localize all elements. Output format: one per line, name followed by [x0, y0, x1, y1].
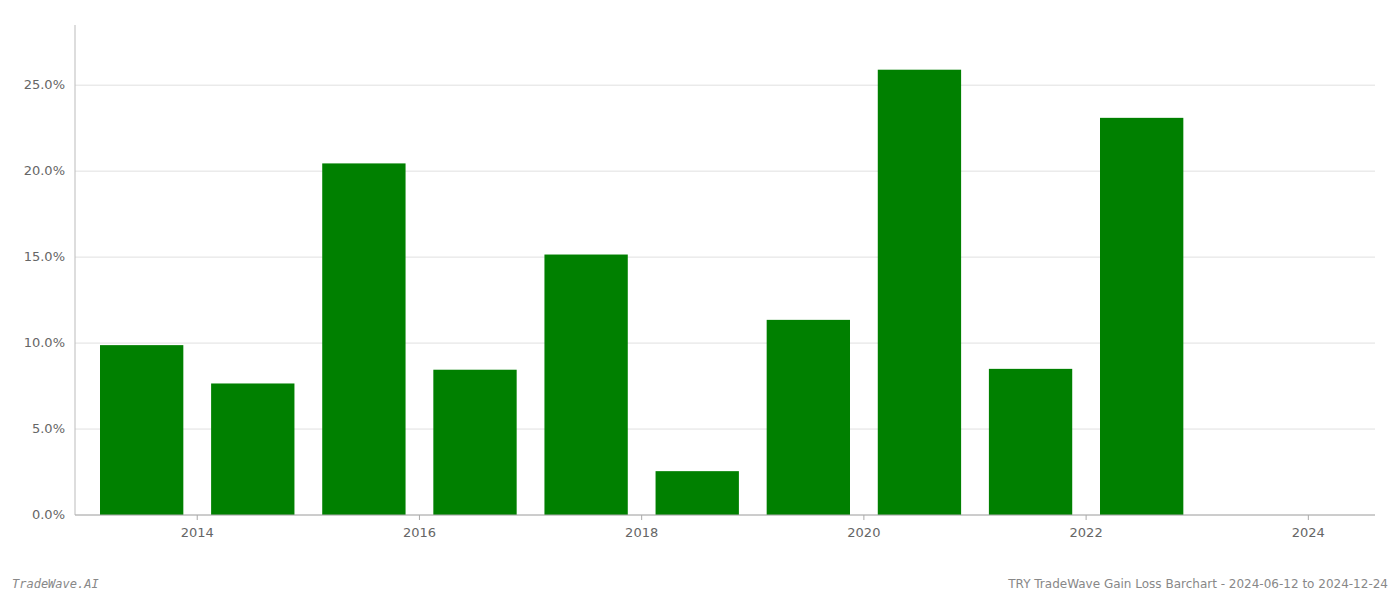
x-tick-label: 2014: [181, 525, 214, 540]
title: TRY TradeWave Gain Loss Barchart - 2024-…: [1007, 577, 1388, 591]
bar: [544, 255, 627, 515]
x-tick-label: 2016: [403, 525, 436, 540]
bar: [767, 320, 850, 515]
bar: [878, 70, 961, 515]
bar: [100, 345, 183, 515]
bar: [433, 370, 516, 515]
y-tick-label: 0.0%: [32, 507, 65, 522]
x-tick: [1308, 515, 1309, 520]
grid-line: [75, 515, 1375, 516]
x-tick-label: 2022: [1070, 525, 1103, 540]
footer-text: TradeWave.AI: [12, 577, 99, 591]
bar: [989, 369, 1072, 515]
x-tick-label: 2020: [847, 525, 880, 540]
y-tick-label: 20.0%: [24, 163, 65, 178]
y-tick-label: 10.0%: [24, 335, 65, 350]
y-tick-label: 25.0%: [24, 77, 65, 92]
grid: [75, 85, 1375, 515]
y-tick-label: 5.0%: [32, 421, 65, 436]
x-tick: [863, 515, 864, 520]
grid-line: [75, 85, 1375, 86]
bar: [211, 383, 294, 515]
bar: [322, 163, 405, 515]
chart-container: 0.0% 5.0% 10.0% 15.0% 20.0% 25.0% 2014 2016 2018…: [0, 0, 1400, 600]
chart-svg: 0.0% 5.0% 10.0% 15.0% 20.0% 25.0% 2014 2016 2018…: [0, 0, 1400, 600]
x-tick: [1086, 515, 1087, 520]
x-tick: [197, 515, 198, 520]
bar: [1100, 118, 1183, 515]
background: [0, 0, 1400, 600]
bars: [100, 70, 1183, 515]
y-axis-line: [75, 25, 76, 515]
y-tick-label: 15.0%: [24, 249, 65, 264]
x-tick-label: 2018: [625, 525, 658, 540]
x-tick-label: 2024: [1292, 525, 1325, 540]
x-axis-line: [75, 515, 1375, 516]
x-tick: [419, 515, 420, 520]
bar: [656, 471, 739, 515]
x-tick: [641, 515, 642, 520]
